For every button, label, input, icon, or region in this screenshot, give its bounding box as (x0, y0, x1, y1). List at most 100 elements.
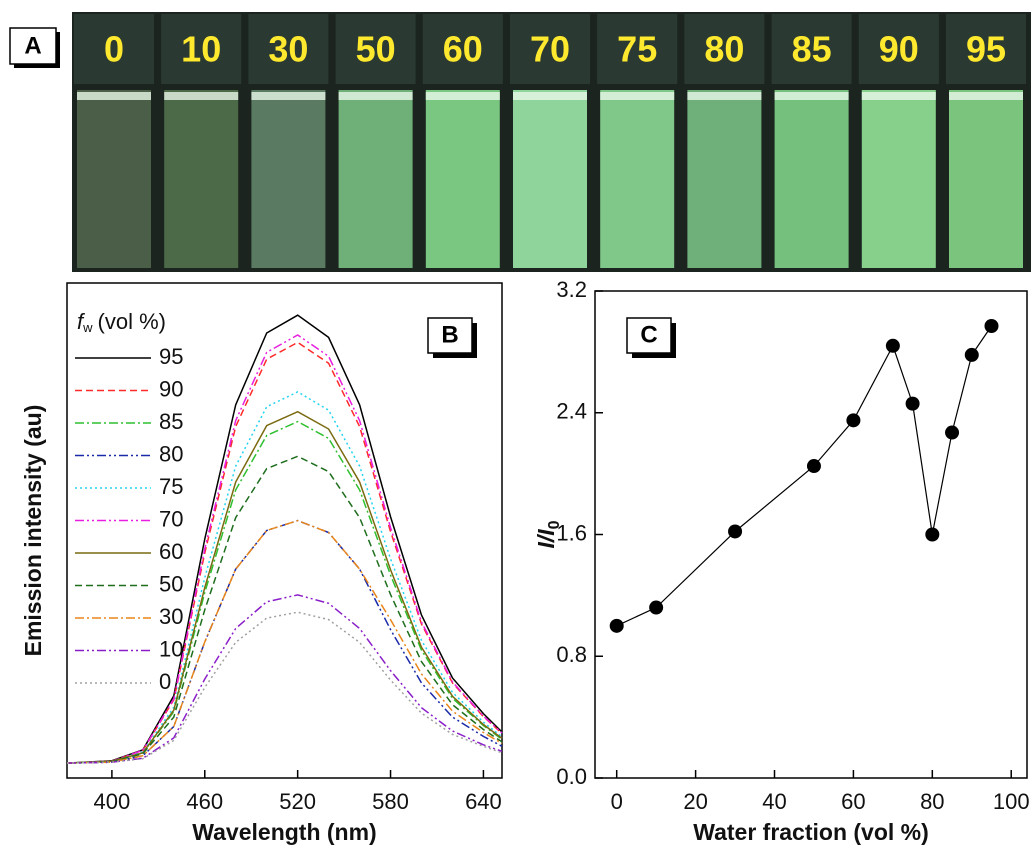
x-axis-title: Water fraction (vol %) (693, 819, 929, 845)
y-axis-title-main: I/I (533, 529, 559, 549)
vial-body (600, 90, 675, 268)
x-tick-label: 80 (920, 789, 944, 814)
data-point (649, 600, 664, 615)
vial-label: 90 (879, 29, 919, 70)
panel-label-box (427, 317, 473, 354)
spectrum-line (66, 314, 503, 764)
vial-meniscus (861, 92, 936, 100)
vial-cap (858, 14, 939, 84)
x-tick-label: 460 (186, 789, 223, 814)
vial-cap (161, 14, 242, 84)
data-point (609, 618, 624, 633)
panel: 0 20 40 60 80 100 0.0 0.8 1.6 2.4 3.2 Water fractio… (533, 277, 1030, 845)
vial-photo: 0 10 30 50 60 70 75 80 85 90 95 (74, 14, 1026, 268)
spectrum-line (66, 334, 503, 764)
vial-body (774, 90, 849, 268)
vial-meniscus (164, 92, 239, 100)
vial-cap (248, 14, 329, 84)
y-tick-label: 1.6 (556, 520, 587, 545)
x-tick-label: 400 (94, 789, 131, 814)
spectrum-line (66, 420, 503, 764)
x-tick-label: 640 (465, 789, 502, 814)
data-point (925, 527, 940, 542)
spectrum-line (66, 594, 503, 764)
vial-label: 75 (617, 29, 657, 70)
x-tick-label: 580 (372, 789, 409, 814)
legend-label: 0 (159, 669, 171, 694)
legend-title-rest: (vol %) (98, 309, 166, 334)
vial-cap (335, 14, 416, 84)
spectrum-line (66, 519, 503, 764)
vial-cap (510, 14, 590, 84)
data-point (905, 396, 920, 411)
vial-body (425, 90, 500, 268)
legend-label: 90 (159, 376, 183, 401)
y-tick-label: 0.0 (556, 764, 587, 789)
vial-body (77, 90, 151, 268)
vial-cap (422, 14, 503, 84)
vial-label: 80 (704, 29, 744, 70)
vial-body (687, 90, 762, 268)
vial-label: 70 (530, 29, 570, 70)
legend-label: 85 (159, 409, 183, 434)
vial-meniscus (687, 92, 762, 100)
y-tick-label: 0.8 (556, 642, 587, 667)
legend-label: 60 (159, 539, 183, 564)
vial-label: 95 (966, 29, 1006, 70)
vial-body (513, 90, 587, 268)
legend-title-sub: w (82, 320, 93, 335)
spectrum-line (66, 410, 503, 764)
y-tick-label: 2.4 (556, 399, 587, 424)
vial-cap (684, 14, 765, 84)
vial-meniscus (774, 92, 849, 100)
y-axis-title: Emission intensity (au) (20, 405, 46, 657)
vial-label: 30 (268, 29, 308, 70)
vial-cap (74, 14, 154, 84)
data-point (885, 338, 900, 353)
vial-cap (597, 14, 678, 84)
vial-meniscus (251, 92, 326, 100)
data-point (984, 319, 999, 334)
legend-label: 50 (159, 571, 183, 596)
vial-meniscus (949, 92, 1023, 100)
vial-label: 50 (356, 29, 396, 70)
panel-label-box (9, 27, 57, 65)
vial-cap (771, 14, 852, 84)
vial-label: 0 (104, 29, 124, 70)
vial-body (251, 90, 326, 268)
legend-label: 30 (159, 604, 183, 629)
vial-label: 85 (792, 29, 832, 70)
spectrum-line (66, 391, 503, 764)
x-tick-label: 20 (683, 789, 707, 814)
x-tick-label: 60 (841, 789, 865, 814)
legend-label: 70 (159, 506, 183, 531)
vial-meniscus (338, 92, 413, 100)
legend-title: fw (vol %) (77, 309, 166, 336)
panel-label-box (626, 317, 672, 354)
vial-meniscus (513, 92, 587, 100)
spectrum-line (66, 611, 503, 764)
data-point (846, 413, 861, 428)
x-tick-label: 40 (762, 789, 786, 814)
plot-frame (594, 290, 1028, 779)
vial-body (861, 90, 936, 268)
legend-title-main: f (77, 309, 86, 334)
legend-label: 10 (159, 636, 183, 661)
plot-frame (66, 282, 503, 779)
y-tick-label: 3.2 (556, 277, 587, 302)
vial-label: 60 (443, 29, 483, 70)
data-point (964, 347, 979, 362)
y-axis-title-sub: 0 (546, 520, 563, 529)
x-axis-title: Wavelength (nm) (192, 819, 376, 845)
vial-body (338, 90, 413, 268)
vial-label: 10 (181, 29, 221, 70)
x-tick-label: 520 (279, 789, 316, 814)
spectrum-line (66, 455, 503, 764)
x-tick-label: 0 (611, 789, 623, 814)
vial-meniscus (77, 92, 151, 100)
data-line (616, 325, 992, 627)
spectrum-line (66, 341, 503, 764)
y-axis-title: I/I0 (533, 520, 563, 548)
